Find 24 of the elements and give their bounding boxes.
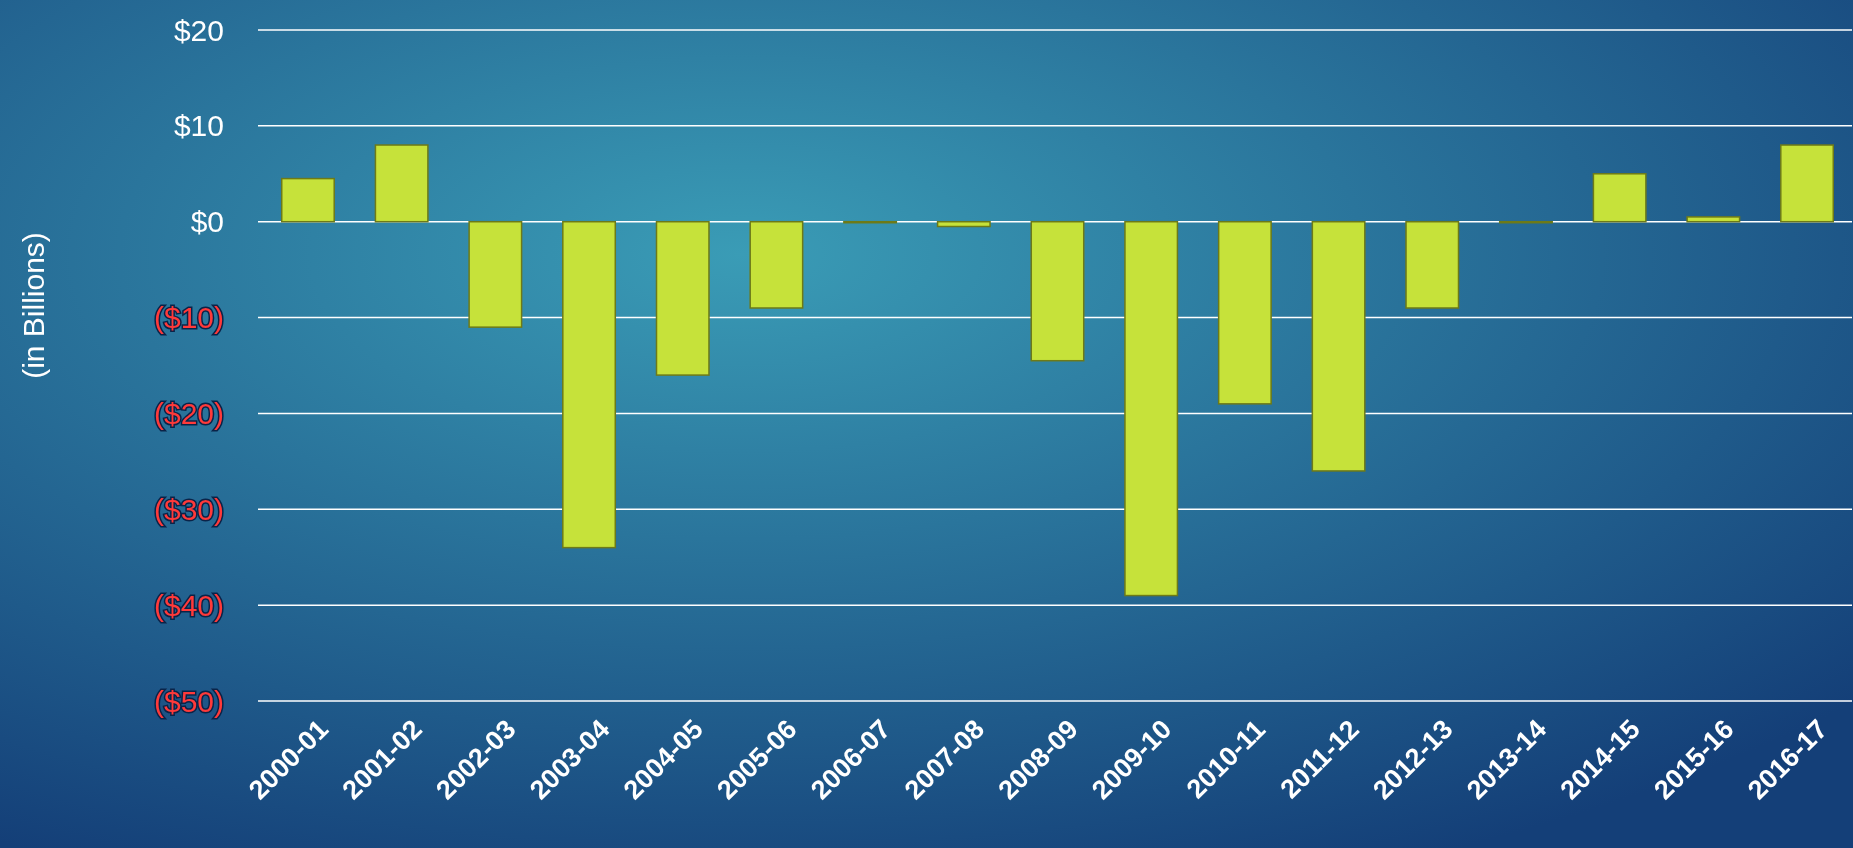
y-tick-label: $0 bbox=[190, 205, 224, 239]
y-tick-label: ($40) bbox=[153, 588, 224, 622]
bar bbox=[1030, 220, 1085, 362]
y-tick-label: $10 bbox=[173, 109, 224, 143]
y-tick-label: ($20) bbox=[153, 396, 224, 430]
y-axis-title: (in Billions) bbox=[17, 232, 50, 379]
y-tick-label: $20 bbox=[173, 13, 224, 47]
bar bbox=[1217, 220, 1272, 405]
bar bbox=[1405, 220, 1460, 309]
bar bbox=[1124, 220, 1179, 597]
bar bbox=[749, 220, 804, 309]
bar bbox=[1592, 173, 1647, 223]
bar bbox=[1780, 144, 1835, 223]
y-tick-label: ($10) bbox=[153, 301, 224, 335]
bar bbox=[1686, 216, 1741, 223]
y-tick-label: ($50) bbox=[153, 684, 224, 718]
bar bbox=[374, 144, 429, 223]
bar bbox=[562, 220, 617, 549]
bar bbox=[468, 220, 523, 328]
y-tick-label: ($30) bbox=[153, 492, 224, 526]
bar bbox=[1311, 220, 1366, 472]
bar bbox=[936, 220, 991, 228]
bar bbox=[655, 220, 710, 376]
bar bbox=[280, 177, 335, 223]
